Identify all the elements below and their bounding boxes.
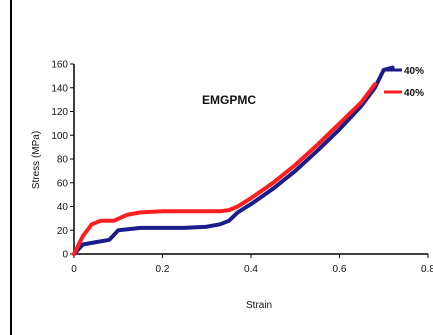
- y-tick-label: 80: [57, 155, 69, 166]
- x-tick-label: 0.2: [156, 264, 170, 275]
- y-tick-label: 60: [57, 178, 69, 189]
- y-tick-label: 120: [51, 107, 68, 118]
- x-tick-label: 0.6: [333, 264, 347, 275]
- y-tick-label: 160: [51, 60, 68, 71]
- y-tick-label: 40: [57, 202, 69, 213]
- series-line-1: [72, 65, 395, 256]
- axes: 0 20 40 60 80 100 120 140 160 0 0.2 0.4 0.6 0.8: [51, 60, 433, 276]
- y-axis-title: Stress (MPa): [31, 131, 42, 189]
- chart-title: EMGPMC: [202, 93, 256, 107]
- legend-label-1: 40%: [404, 66, 424, 77]
- y-tick-label: 140: [51, 83, 68, 94]
- x-tick-label: 0.8: [421, 264, 433, 275]
- labels: EMGPMC Strain Stress (MPa): [31, 93, 272, 311]
- x-tick-label: 0.4: [244, 264, 258, 275]
- series-layer: [72, 65, 395, 256]
- series-line-2: [72, 82, 377, 256]
- x-axis-title: Strain: [246, 300, 272, 311]
- y-tick-label: 0: [62, 250, 68, 261]
- x-tick-label: 0: [71, 264, 77, 275]
- legend: 40% 40%: [384, 66, 424, 99]
- legend-label-2: 40%: [404, 88, 424, 99]
- y-tick-label: 20: [57, 226, 69, 237]
- y-tick-label: 100: [51, 131, 68, 142]
- left-frame-line: [10, 0, 12, 335]
